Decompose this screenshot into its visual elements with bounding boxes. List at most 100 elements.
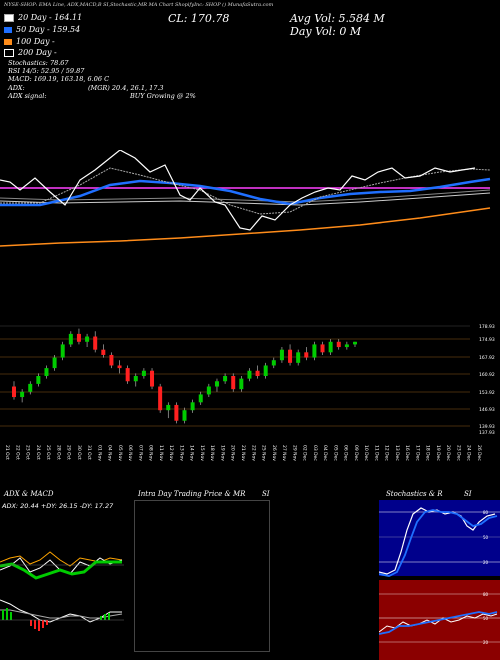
- ma100-swatch: [4, 39, 12, 45]
- stoch-tick-20: 20: [483, 560, 489, 565]
- candle-body: [158, 386, 163, 411]
- candle-body: [166, 404, 171, 411]
- date-tick-label: 27 Nov: [281, 445, 287, 461]
- macd-histogram: [2, 608, 110, 631]
- candle-body: [60, 344, 65, 358]
- price-line: [0, 150, 476, 231]
- macd-value: MACD: 169.19, 163.18, 6.06 C: [8, 75, 110, 83]
- date-tick-label: 18 Dec: [425, 445, 431, 461]
- candle-body: [344, 344, 349, 348]
- date-tick-label: 04 Nov: [107, 445, 113, 461]
- candle-body: [125, 368, 130, 382]
- date-tick-label: 20 Nov: [230, 445, 236, 461]
- candle-body: [288, 349, 293, 363]
- candle-body: [182, 410, 187, 421]
- date-tick-label: 04 Dec: [322, 445, 328, 461]
- candle-body: [353, 341, 357, 345]
- date-tick-label: 06 Dec: [343, 445, 349, 461]
- candle-body: [117, 365, 122, 369]
- candle-body: [44, 368, 49, 376]
- ma100-label: 100 Day -: [4, 37, 55, 46]
- rsi-line: [379, 613, 498, 633]
- date-tick-label: 19 Nov: [219, 445, 225, 461]
- date-tick-label: 23 Oct: [25, 445, 31, 460]
- date-tick-label: 28 Oct: [55, 445, 61, 460]
- candle-body: [141, 370, 146, 376]
- adx-macd-panel: ADX: 20.44 +DY: 26.15 -DY: 17.27: [0, 500, 124, 660]
- candle-body: [247, 370, 252, 379]
- candle-body: [93, 336, 98, 350]
- ma200-label: 200 Day -: [4, 48, 57, 57]
- date-tick-label: 06 Nov: [127, 445, 133, 461]
- rsi-value: RSI 14/5: 52.95 / 59.87: [8, 67, 85, 75]
- date-tick-label: 12 Dec: [384, 445, 390, 461]
- candle-body: [263, 365, 268, 376]
- date-tick-label: 02 Dec: [302, 445, 308, 461]
- stochastics-value: Stochastics: 78.67: [8, 59, 69, 67]
- ma50-label: 50 Day - 159.54: [4, 25, 80, 34]
- stochastics-rsi-panel: 80 50 20 80 50 20: [379, 500, 500, 660]
- date-tick-label: 11 Dec: [373, 445, 379, 461]
- date-tick-label: 11 Nov: [158, 445, 164, 461]
- candle-body: [28, 383, 33, 392]
- intra-day-title: Intra Day Trading Price & MR: [138, 490, 246, 498]
- stochastics-title: Stochastics & R: [386, 490, 443, 498]
- adx-readout: ADX: 20.44 +DY: 26.15 -DY: 17.27: [1, 502, 114, 510]
- candle-body: [190, 402, 195, 411]
- rsi-tick-20: 20: [483, 640, 489, 645]
- date-tick-label: 22 Nov: [250, 445, 256, 461]
- candle-body: [109, 354, 114, 366]
- price-tick-label: 160.92: [479, 372, 495, 378]
- candle-body: [231, 376, 236, 390]
- date-tick-label: 05 Dec: [332, 445, 338, 461]
- date-tick-label: 07 Nov: [137, 445, 143, 461]
- rsi-tick-80: 80: [483, 592, 489, 597]
- date-tick-label: 13 Dec: [394, 445, 400, 461]
- date-tick-label: 15 Nov: [199, 445, 205, 461]
- date-tick-label: 13 Nov: [178, 445, 184, 461]
- adx-signal-value: BUY Growing @ 2%: [130, 92, 196, 100]
- date-tick-label: 10 Dec: [363, 445, 369, 461]
- date-tick-label: 29 Oct: [66, 445, 72, 460]
- candle-body: [52, 357, 57, 369]
- candle-body: [85, 336, 90, 342]
- candle-body: [76, 333, 81, 342]
- date-tick-label: 24 Dec: [466, 445, 472, 461]
- date-tick-label: 03 Dec: [312, 445, 318, 461]
- si-title-1: SI: [262, 490, 270, 498]
- date-tick-label: 19 Dec: [435, 445, 441, 461]
- date-axis: 21 Oct 22 Oct 23 Oct 24 Oct 25 Oct 28 Oct 29 O…: [4, 445, 482, 461]
- price-tick-label: 178.93: [479, 324, 495, 330]
- adx-macd-title: ADX & MACD: [4, 490, 54, 498]
- ma100-line: [0, 207, 491, 247]
- price-tick-label: 174.93: [479, 337, 495, 343]
- minus-di-line: [0, 560, 122, 580]
- price-tick-label: 153.92: [479, 390, 495, 396]
- candle-body: [12, 386, 16, 398]
- date-tick-label: 17 Dec: [414, 445, 420, 461]
- date-tick-label: 21 Oct: [4, 445, 10, 460]
- candle-body: [214, 381, 219, 387]
- candle-body: [279, 349, 284, 361]
- date-tick-label: 22 Oct: [14, 445, 20, 460]
- ma20-label: 20 Day - 164.11: [4, 13, 82, 22]
- candle-body: [20, 391, 25, 398]
- date-tick-label: 01 Nov: [96, 445, 102, 461]
- date-tick-label: 30 Oct: [76, 445, 82, 460]
- stoch-tick-80: 80: [483, 510, 489, 515]
- rsi-smooth-line: [379, 611, 498, 635]
- date-tick-label: 25 Oct: [45, 445, 51, 460]
- candle-body: [255, 370, 260, 376]
- candle-body: [206, 386, 211, 395]
- date-tick-label: 29 Nov: [291, 445, 297, 461]
- date-tick-label: 08 Nov: [148, 445, 154, 461]
- candle-body: [312, 344, 317, 358]
- candle-body: [320, 344, 325, 353]
- chart-header: NYSE-SHOP: EMA Line, ADX,MACD,B SI,Stoch…: [4, 2, 274, 8]
- candle-body: [328, 341, 333, 353]
- price-tick-label: 167.92: [479, 355, 495, 361]
- adx-signal-label: ADX signal:: [8, 92, 47, 100]
- candle-body: [68, 333, 73, 345]
- date-tick-label: 14 Nov: [189, 445, 195, 461]
- candle-body: [174, 404, 179, 421]
